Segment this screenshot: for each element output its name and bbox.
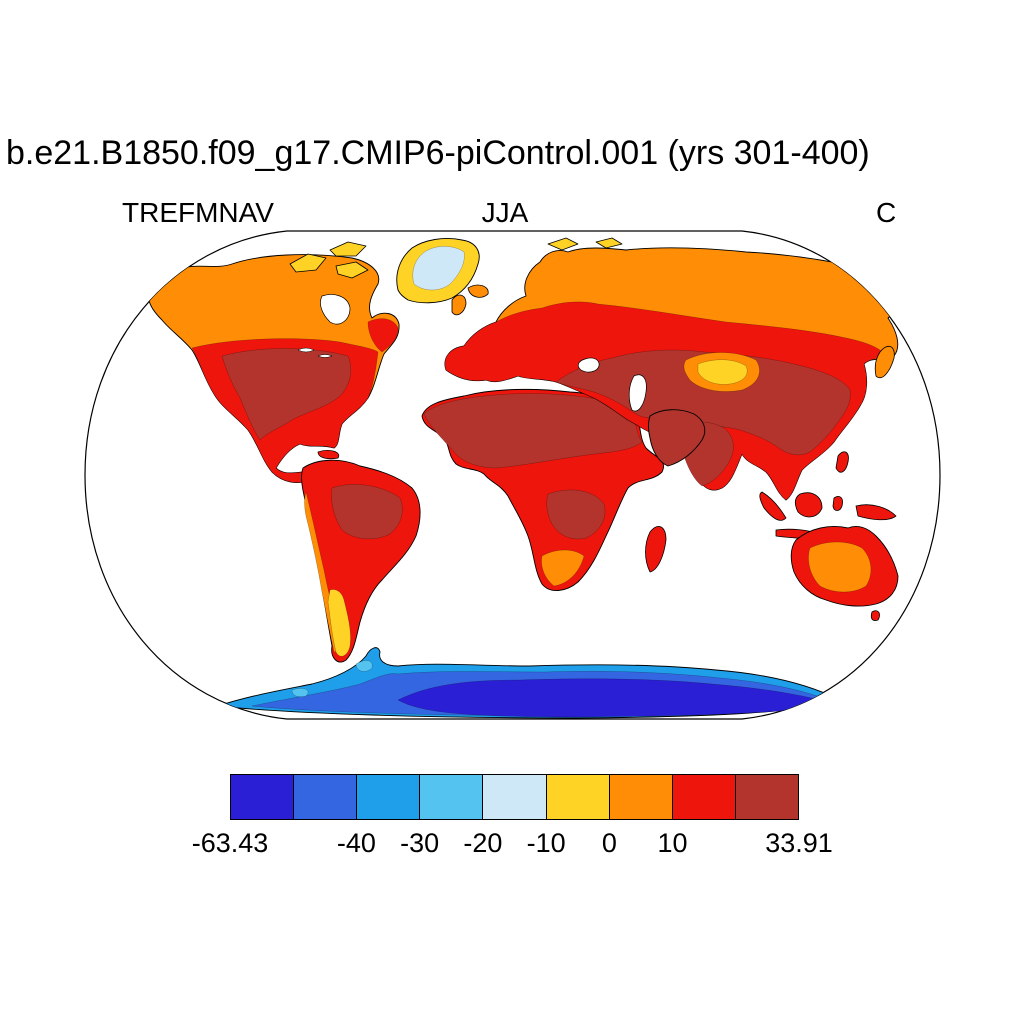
colorbar: -63.43 -40 -30 -20 -10 0 10 33.91: [192, 774, 833, 862]
variable-label: TREFMNAV: [122, 197, 274, 228]
colorbar-boxes: [230, 774, 799, 820]
colorbar-box-1: [293, 775, 357, 819]
south-america: [301, 459, 421, 663]
colorbar-box-3: [419, 775, 483, 819]
colorbar-tick--40: -40: [336, 828, 376, 858]
colorbar-tick--20: -20: [463, 828, 503, 858]
colorbar-box-5: [545, 775, 609, 819]
colorbar-tick--63.43: -63.43: [191, 828, 269, 858]
colorbar-tick--10: -10: [526, 828, 566, 858]
arctic-islands: [289, 237, 623, 316]
colorbar-box-6: [608, 775, 672, 819]
colorbar-tick-0: 0: [601, 828, 617, 858]
africa: [421, 388, 667, 591]
north-america: [148, 254, 400, 483]
subtitle-row: TREFMNAV JJA C: [0, 197, 1024, 229]
colorbar-tick--30: -30: [400, 828, 440, 858]
australia: [790, 525, 899, 621]
colorbar-tick-10: 10: [657, 828, 688, 858]
colorbar-ticks: -63.43 -40 -30 -20 -10 0 10 33.91: [192, 828, 833, 862]
plot-title: b.e21.B1850.f09_g17.CMIP6-piControl.001 …: [6, 134, 870, 172]
greenland: [396, 237, 480, 304]
colorbar-box-0: [231, 775, 294, 819]
eurasia: [444, 247, 930, 501]
antarctica: [217, 647, 841, 719]
colorbar-box-4: [482, 775, 546, 819]
colorbar-box-8: [734, 775, 798, 819]
season-label: JJA: [481, 197, 529, 228]
units-label: C: [876, 197, 897, 228]
colorbar-tick-33.91: 33.91: [765, 828, 833, 858]
colorbar-box-7: [671, 775, 735, 819]
colorbar-box-2: [356, 775, 420, 819]
